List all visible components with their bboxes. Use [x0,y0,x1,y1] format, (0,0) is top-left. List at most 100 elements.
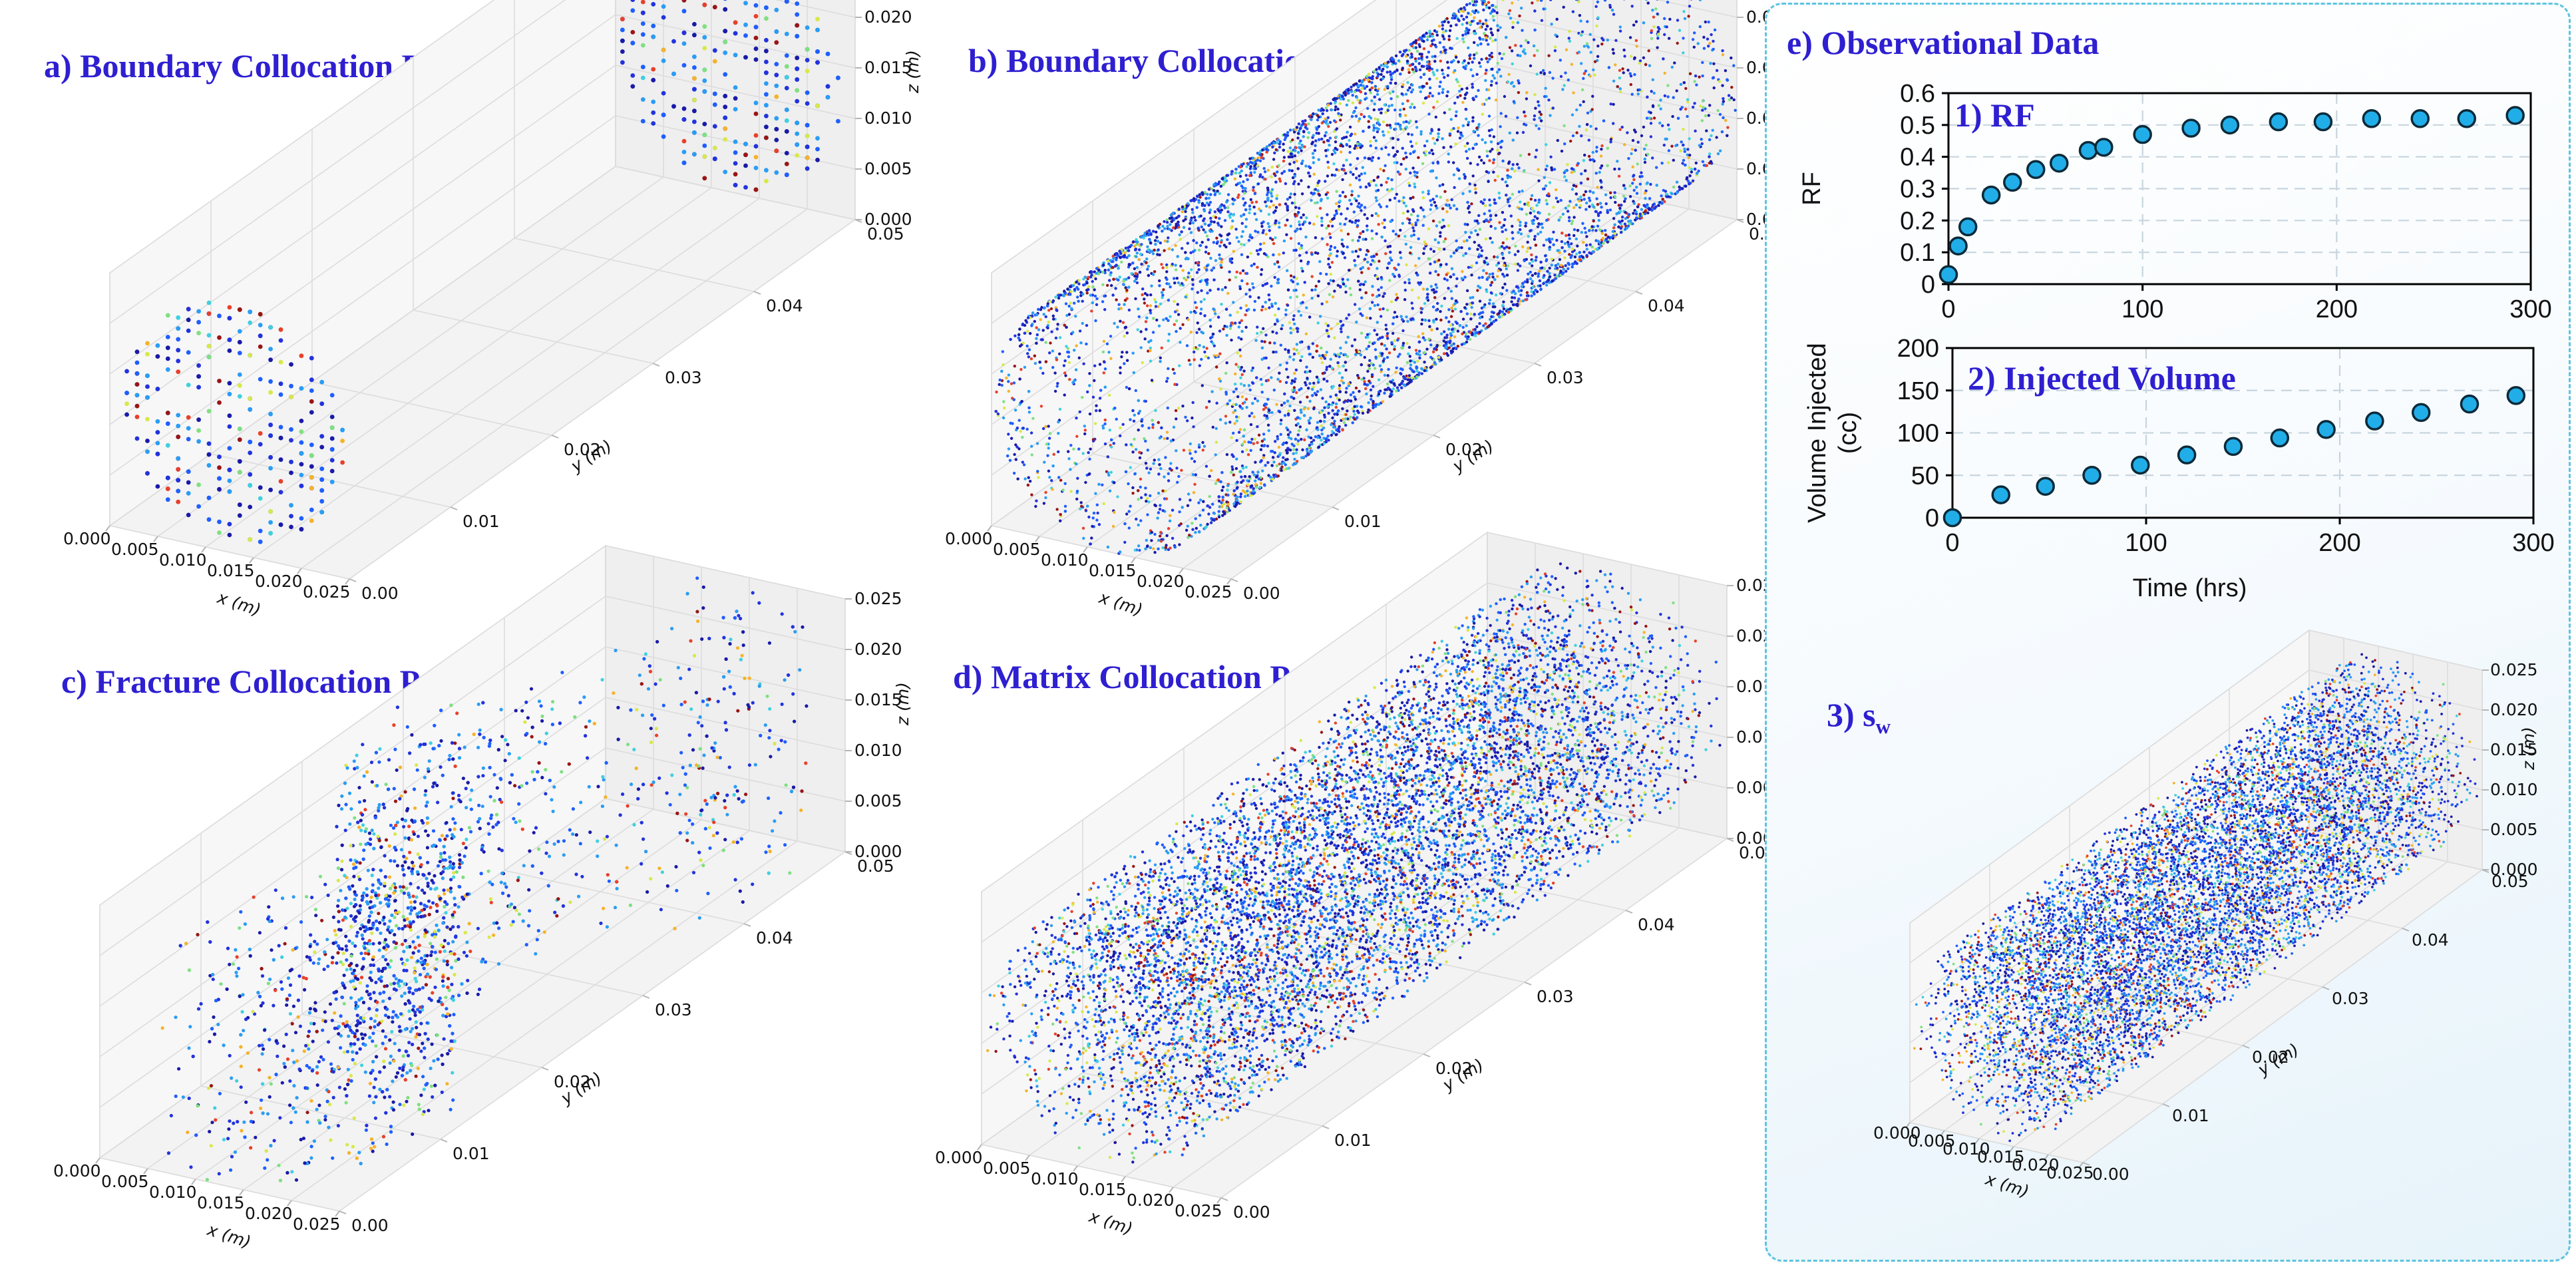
collocation-point [1191,528,1195,531]
collocation-point [1433,60,1437,63]
collocation-point [1435,194,1439,198]
collocation-point [1387,367,1390,371]
collocation-point [1358,178,1362,182]
collocation-point [1297,122,1301,126]
collocation-point [1339,327,1343,331]
collocation-point [1378,293,1381,297]
collocation-point [1081,396,1084,399]
collocation-point [1167,319,1170,322]
collocation-point [1249,171,1252,174]
collocation-point [1429,262,1432,266]
collocation-point [1541,226,1545,230]
collocation-point [1157,248,1160,252]
collocation-point [640,118,645,124]
collocation-point [1465,117,1468,120]
collocation-point [1221,485,1225,488]
collocation-point [1473,53,1476,57]
collocation-point [1253,170,1256,174]
collocation-point [1308,421,1311,425]
collocation-point [1375,232,1378,236]
collocation-point [165,335,170,339]
collocation-point [1409,213,1413,216]
collocation-point [1298,401,1302,404]
collocation-point [1548,71,1552,75]
collocation-point [1384,323,1387,327]
collocation-point [1676,19,1680,22]
collocation-point [1181,210,1184,214]
collocation-point [1537,275,1540,278]
collocation-point [248,482,253,488]
collocation-point [1274,236,1277,240]
collocation-point [1671,114,1674,118]
collocation-point [1395,192,1398,196]
collocation-point [1077,299,1080,303]
collocation-point [1193,199,1196,202]
collocation-point [1314,236,1318,240]
collocation-point [1591,94,1594,98]
collocation-point [1423,144,1427,148]
collocation-point [1403,235,1407,238]
collocation-point [248,320,253,325]
collocation-point [1465,3,1469,7]
collocation-point [1649,122,1653,125]
collocation-point [1570,242,1573,246]
collocation-point [1069,289,1073,293]
collocation-point [1540,222,1543,226]
collocation-point [1234,403,1238,407]
collocation-point [1449,315,1453,318]
collocation-point [1339,346,1342,350]
collocation-point [1580,134,1583,138]
collocation-point [1261,231,1264,234]
collocation-point [1086,390,1089,394]
collocation-point [1537,198,1541,202]
collocation-point [1667,161,1670,164]
collocation-point [1631,138,1635,142]
collocation-point [1376,130,1380,134]
collocation-point [309,507,314,512]
collocation-point [145,439,150,443]
collocation-point [1097,272,1100,275]
collocation-point [1383,226,1386,229]
collocation-point [1344,91,1347,94]
collocation-point [186,307,191,311]
collocation-point [155,343,160,348]
collocation-point [1225,200,1228,204]
collocation-point [1467,29,1471,32]
collocation-point [1591,158,1594,162]
collocation-point [1231,468,1234,471]
collocation-point [1366,335,1370,339]
collocation-point [1172,425,1176,429]
collocation-point [795,66,800,71]
collocation-point [1651,156,1654,160]
collocation-point [1694,129,1697,132]
collocation-point [764,114,769,118]
collocation-point [1367,408,1370,412]
collocation-point [1076,295,1079,299]
collocation-point [1491,275,1495,279]
collocation-point [278,425,283,430]
collocation-point [227,446,232,451]
collocation-point [1266,423,1270,427]
collocation-point [1093,294,1097,298]
collocation-point [1201,508,1205,512]
collocation-point [1076,476,1079,480]
collocation-point [1435,327,1439,331]
collocation-point [1240,184,1243,188]
collocation-point [1210,340,1213,343]
collocation-point [1539,284,1542,287]
collocation-point [1525,291,1529,294]
collocation-point [145,373,150,379]
collocation-point [309,486,314,490]
collocation-point [702,132,707,138]
collocation-point [1334,402,1338,406]
collocation-point [1125,359,1129,362]
collocation-point [1230,465,1234,468]
collocation-point [1533,238,1537,241]
collocation-point [1324,106,1328,110]
collocation-point [134,382,140,387]
collocation-point [1278,180,1282,183]
collocation-point [1347,313,1351,317]
collocation-point [1340,229,1343,232]
collocation-point [1301,159,1304,163]
collocation-point [1324,322,1328,325]
